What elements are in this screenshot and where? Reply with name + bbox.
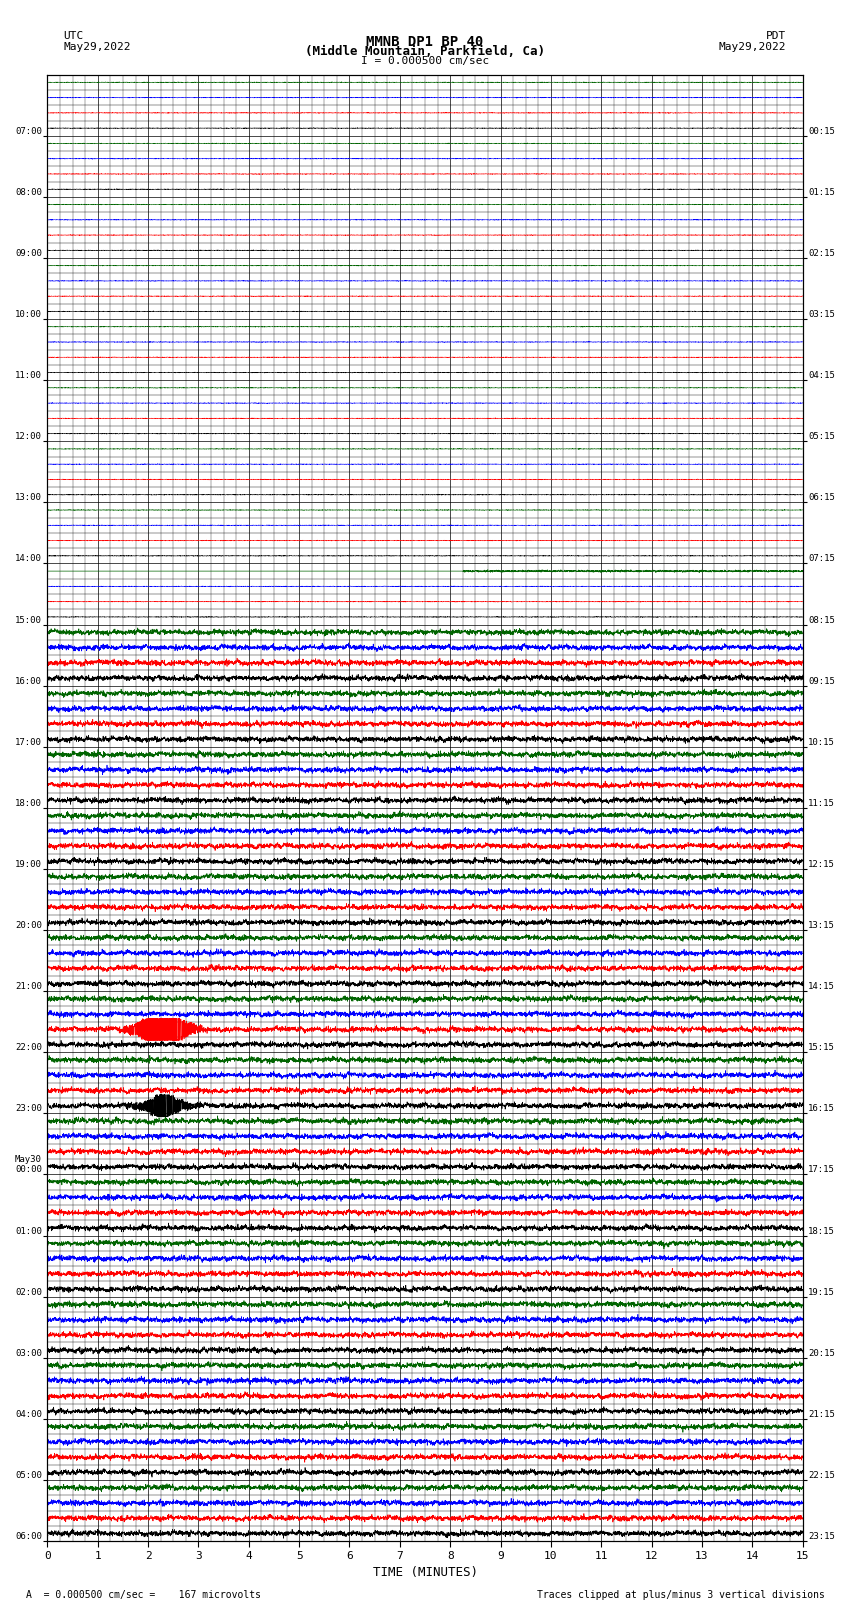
Text: I = 0.000500 cm/sec: I = 0.000500 cm/sec bbox=[361, 56, 489, 66]
Text: UTC: UTC bbox=[64, 31, 84, 40]
Text: May29,2022: May29,2022 bbox=[64, 42, 131, 52]
Text: PDT: PDT bbox=[766, 31, 786, 40]
Text: May29,2022: May29,2022 bbox=[719, 42, 786, 52]
Text: A  = 0.000500 cm/sec =    167 microvolts: A = 0.000500 cm/sec = 167 microvolts bbox=[26, 1590, 260, 1600]
Text: Traces clipped at plus/minus 3 vertical divisions: Traces clipped at plus/minus 3 vertical … bbox=[536, 1590, 824, 1600]
Text: MMNB DP1 BP 40: MMNB DP1 BP 40 bbox=[366, 35, 484, 48]
X-axis label: TIME (MINUTES): TIME (MINUTES) bbox=[372, 1566, 478, 1579]
Text: (Middle Mountain, Parkfield, Ca): (Middle Mountain, Parkfield, Ca) bbox=[305, 45, 545, 58]
